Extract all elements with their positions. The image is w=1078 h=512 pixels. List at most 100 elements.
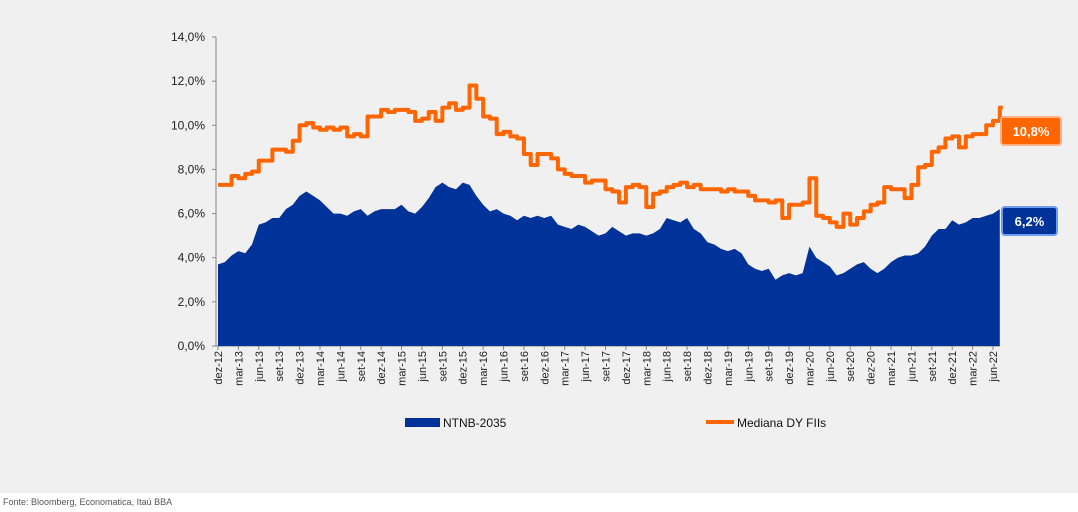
ntnb-point [964,221,967,224]
dy-point [332,128,335,131]
dy-point [815,214,818,217]
dy-point [706,188,709,191]
ntnb-point [835,274,838,277]
dy-point [386,111,389,114]
x-tick-label: dez-20 [866,351,878,385]
series-mediana-dy-line [218,83,1003,229]
dy-point [951,135,954,138]
ntnb-point [237,250,240,253]
dy-point [672,183,675,186]
ntnb-point [618,230,621,233]
dy-point [237,177,240,180]
dy-point [794,203,797,206]
x-tick-label: set-21 [927,351,939,382]
dy-point [543,152,546,155]
dy-point [488,117,491,120]
ntnb-point [550,214,553,217]
x-tick-label: jun-19 [743,351,755,383]
dy-point [645,205,648,208]
ntnb-point [373,210,376,213]
dy-point [454,108,457,111]
legend-label-dy: Mediana DY FIIs [737,416,826,430]
x-tick-label: mar-20 [804,351,816,386]
ntnb-point [951,219,954,222]
ntnb-point [570,228,573,231]
ntnb-point [801,272,804,275]
dy-point [407,111,410,114]
ntnb-point [917,252,920,255]
ntnb-point [971,216,974,219]
dy-point [373,115,376,118]
y-tick-label: 14,0% [171,30,205,44]
ntnb-point [339,212,342,215]
x-tick-label: dez-17 [621,351,633,385]
dy-point [781,216,784,219]
ntnb-point [958,223,961,226]
x-tick-label: mar-18 [641,351,653,386]
dy-point [971,133,974,136]
ntnb-point [441,181,444,184]
ntnb-point [563,225,566,228]
source-note: Fonte: Bloomberg, Economatica, Itaú BBA [3,497,173,507]
dy-point [250,170,253,173]
ntnb-point [611,225,614,228]
ntnb-point [842,272,845,275]
x-tick-label: set-19 [764,351,776,382]
ntnb-point [223,261,226,264]
x-tick-label: set-17 [601,351,613,382]
legend-label-ntnb: NTNB-2035 [443,416,507,430]
ntnb-point [713,243,716,246]
ntnb-point [726,250,729,253]
ntnb-point [305,190,308,193]
ntnb-point [543,216,546,219]
dy-point [842,212,845,215]
y-tick-label: 2,0% [178,295,206,309]
ntnb-point [434,186,437,189]
dy-point [312,126,315,129]
ntnb-point [380,208,383,211]
ntnb-point [815,256,818,259]
ntnb-point [291,203,294,206]
dy-point [774,199,777,202]
dy-point [720,190,723,193]
dy-point [944,137,947,140]
dy-point [760,199,763,202]
dy-point [985,124,988,127]
y-axis: 0,0% 2,0% 4,0% 6,0% 8,0% 10,0% 12,0% 14,0% [171,30,217,353]
ntnb-point [475,194,478,197]
ntnb-point [754,267,757,270]
dy-point [958,146,961,149]
x-tick-label: mar-22 [968,351,980,386]
dy-point [244,172,247,175]
x-tick-label: dez-18 [702,351,714,385]
dy-point [862,210,865,213]
dy-point [835,225,838,228]
x-tick-label: mar-17 [560,351,572,386]
ntnb-point [312,194,315,197]
y-tick-label: 10,0% [171,118,205,132]
dy-point [713,188,716,191]
dy-point [380,108,383,111]
dy-point [482,115,485,118]
ntnb-point [869,267,872,270]
dy-point [638,186,641,189]
ntnb-point [298,194,301,197]
ntnb-point [890,261,893,264]
ntnb-point [257,223,260,226]
ntnb-point [808,245,811,248]
ntnb-point [604,232,607,235]
ntnb-point [400,203,403,206]
ntnb-point [733,247,736,250]
ntnb-point [760,269,763,272]
dy-point [740,190,743,193]
ntnb-point [638,232,641,235]
chart-svg: 0,0% 2,0% 4,0% 6,0% 8,0% 10,0% 12,0% 14,0% dez-… [171,30,1003,430]
ntnb-point [849,267,852,270]
dy-point [495,133,498,136]
dy-point [930,150,933,153]
dy-point [849,223,852,226]
ntnb-point [522,214,525,217]
ntnb-point [509,214,512,217]
ntnb-point [910,254,913,257]
x-tick-label: set-18 [682,351,694,382]
